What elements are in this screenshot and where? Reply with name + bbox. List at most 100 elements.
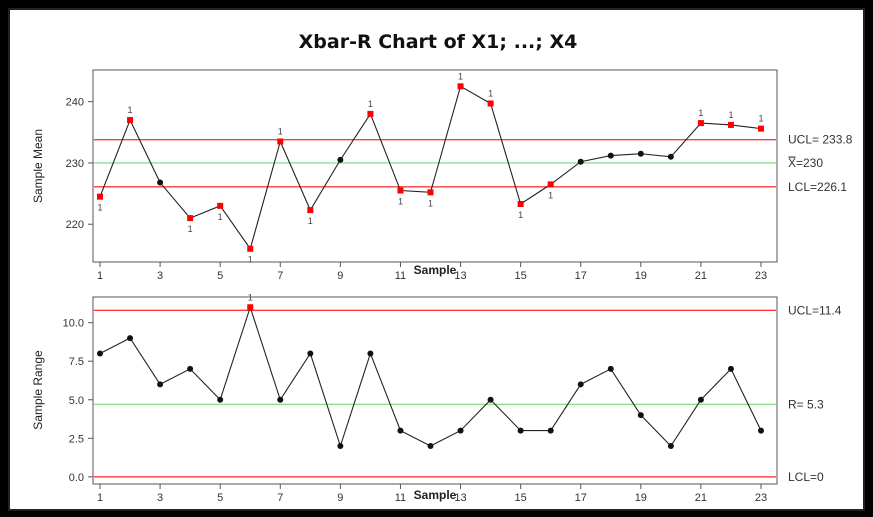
range-xtick-label: 13 — [454, 492, 466, 504]
xbar-lcl-label: LCL=226.1 — [788, 180, 847, 194]
range-ytick-label: 2.5 — [69, 433, 84, 445]
range-xtick-label: 17 — [575, 492, 587, 504]
range-point — [547, 427, 554, 434]
range-point — [667, 443, 674, 449]
range-point — [157, 381, 164, 388]
range-point — [427, 443, 434, 449]
chart-title: Xbar-R Chart of X1; ...; X4 — [299, 31, 578, 53]
xbar-point — [758, 125, 764, 132]
xbar-point — [217, 202, 224, 209]
range-flag-label: 1 — [248, 292, 253, 302]
xbar-center-label: X̿=230 — [788, 155, 823, 170]
xbar-xlabel: Sample — [414, 263, 457, 277]
range-xtick-label: 15 — [515, 492, 527, 504]
xbar-flag-label: 1 — [728, 110, 733, 120]
range-xlabel: Sample — [414, 488, 457, 502]
xbar-plot-area — [92, 69, 778, 263]
range-point — [487, 396, 494, 403]
xbar-point — [697, 120, 704, 127]
xbar-point — [487, 100, 494, 107]
range-point — [97, 350, 103, 357]
range-xtick-label: 7 — [277, 492, 283, 504]
range-point — [337, 443, 344, 449]
range-point — [187, 365, 194, 372]
xbar-flag-label: 1 — [248, 255, 253, 265]
xbar-point — [127, 117, 134, 124]
range-point — [607, 365, 614, 372]
xbar-xtick-label: 13 — [454, 270, 466, 282]
xbar-xtick-label: 11 — [395, 270, 406, 282]
xbar-xtick-label: 7 — [277, 270, 283, 282]
range-center-label: R= 5.3 — [788, 397, 824, 411]
xbar-xtick-label: 1 — [97, 270, 103, 282]
xbar-flag-label: 1 — [458, 71, 463, 81]
range-point — [697, 396, 704, 403]
range-ytick-label: 0.0 — [69, 472, 84, 484]
range-series-line — [99, 305, 762, 448]
xbar-xtick-label: 23 — [755, 270, 767, 282]
xbar-ytick-label: 220 — [66, 219, 84, 231]
xbar-xtick-label: 15 — [515, 270, 527, 282]
xbar-flag-label: 1 — [758, 114, 763, 124]
range-point — [758, 427, 764, 434]
xbar-ucl-label: UCL= 233.8 — [788, 133, 853, 147]
xbar-point — [97, 193, 103, 200]
range-lcl-label: LCL=0 — [788, 470, 824, 484]
xbar-point — [517, 201, 524, 207]
xbar-flag-label: 1 — [188, 224, 193, 234]
xbar-point — [667, 153, 674, 160]
xbar-point — [547, 181, 554, 188]
chart-panel: Xbar-R Chart of X1; ...; X4 Sample Mean … — [8, 8, 865, 511]
xbar-flag-label: 1 — [488, 88, 493, 98]
range-point — [397, 427, 404, 434]
range-point — [577, 381, 584, 388]
range-point — [247, 304, 254, 311]
xbar-point — [307, 207, 314, 214]
range-point — [307, 350, 314, 357]
xbar-point — [247, 245, 254, 252]
xbar-point — [457, 83, 464, 90]
xbar-flag-label: 1 — [128, 105, 133, 115]
range-ytick-label: 10.0 — [63, 318, 84, 330]
xbar-point — [427, 189, 434, 196]
range-point — [217, 396, 224, 403]
range-xtick-label: 9 — [337, 492, 343, 504]
xbar-xtick-label: 19 — [635, 270, 647, 282]
xbar-flag-label: 1 — [398, 197, 403, 207]
range-point — [457, 427, 464, 434]
range-point — [127, 335, 134, 342]
range-ylabel: Sample Range — [31, 350, 45, 430]
xbar-flag-label: 1 — [518, 210, 523, 220]
range-xtick-label: 19 — [635, 492, 647, 504]
xbar-flag-label: 1 — [548, 190, 553, 200]
range-xtick-label: 3 — [157, 492, 163, 504]
xbar-ytick-label: 240 — [66, 97, 84, 109]
range-xtick-label: 1 — [97, 492, 103, 504]
xbar-point — [637, 150, 644, 157]
xbar-point — [367, 110, 374, 117]
range-point — [367, 350, 374, 357]
xbar-flag-label: 1 — [368, 99, 373, 109]
xbar-xtick-label: 5 — [217, 270, 223, 282]
xbar-flag-label: 1 — [428, 198, 433, 208]
xbar-point — [727, 121, 734, 128]
xbar-flag-label: 1 — [278, 126, 283, 136]
xbar-point — [577, 158, 584, 165]
xbar-point — [277, 138, 284, 145]
xbar-point — [187, 215, 194, 222]
range-ucl-label: UCL=11.4 — [788, 303, 842, 317]
xbar-point — [607, 152, 614, 159]
xbar-xtick-label: 9 — [337, 270, 343, 282]
range-xtick-label: 5 — [217, 492, 223, 504]
range-xtick-label: 23 — [755, 492, 767, 504]
xbar-point — [157, 179, 164, 186]
xbar-flag-label: 1 — [308, 216, 313, 226]
xbar-flag-label: 1 — [218, 212, 223, 222]
range-point — [277, 396, 284, 403]
range-plot-area — [92, 296, 778, 485]
xbar-xtick-label: 3 — [157, 270, 163, 282]
xbar-r-chart: Xbar-R Chart of X1; ...; X4 Sample Mean … — [31, 31, 853, 504]
